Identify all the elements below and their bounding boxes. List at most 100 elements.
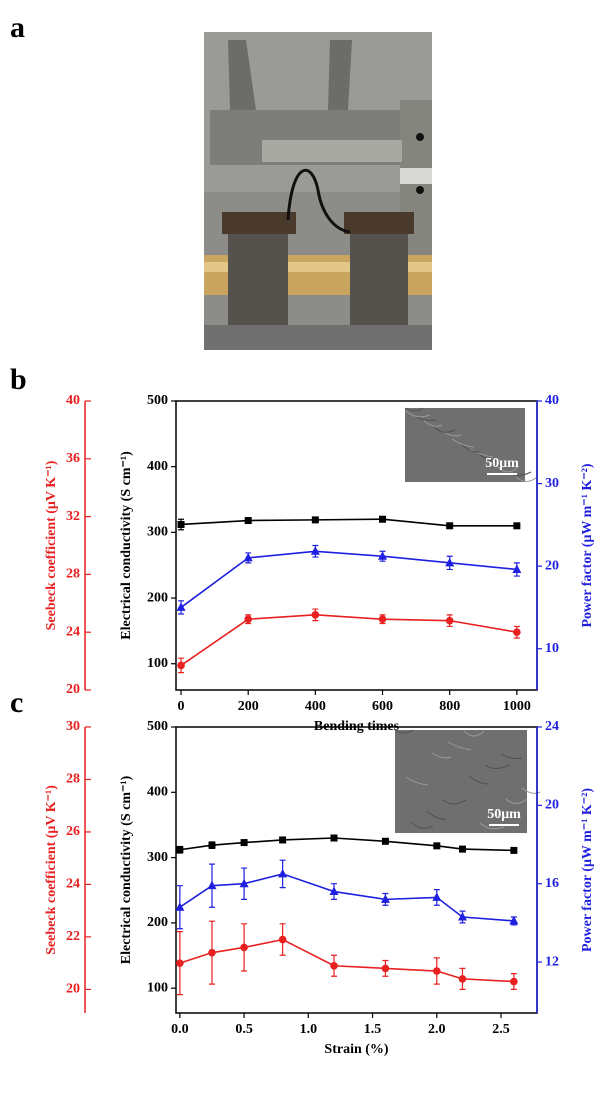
x-tick-label: 800 <box>439 699 460 714</box>
inset-texture <box>394 729 414 734</box>
y2-tick-label: 12 <box>545 954 559 969</box>
y3-tick-label: 24 <box>66 624 80 639</box>
marker <box>381 964 390 973</box>
inset-texture <box>405 776 429 786</box>
x-tick-label: 1.5 <box>364 1022 382 1037</box>
inset-texture <box>469 448 494 458</box>
marker <box>513 522 521 530</box>
marker <box>208 841 216 849</box>
marker <box>243 552 253 562</box>
marker <box>329 886 339 896</box>
photo <box>204 32 432 350</box>
inset-texture <box>432 425 456 433</box>
x-tick-label: 0 <box>178 699 185 714</box>
x-tick-label: 2.0 <box>428 1022 446 1037</box>
inset-texture <box>426 810 447 820</box>
inset-texture <box>404 407 424 412</box>
marker <box>176 602 186 611</box>
y2-tick-label: 10 <box>545 641 559 656</box>
marker <box>176 959 184 967</box>
y-tick-label: 300 <box>147 850 168 865</box>
series-line <box>179 873 514 922</box>
y3-tick-label: 24 <box>66 877 80 892</box>
y3-tick-label: 32 <box>66 509 80 524</box>
y-axis-label: Electrical conductivity (S cm⁻¹) <box>119 775 134 964</box>
marker <box>513 628 521 636</box>
marker <box>177 661 185 670</box>
x-tick-label: 1000 <box>503 699 531 714</box>
y3-tick-label: 40 <box>66 393 80 408</box>
y2-tick-label: 20 <box>545 558 559 573</box>
marker <box>176 846 184 854</box>
y2-tick-label: 20 <box>545 798 559 813</box>
marker <box>510 846 518 854</box>
inset-texture <box>478 453 500 463</box>
marker <box>458 845 466 853</box>
marker <box>240 839 248 847</box>
marker <box>381 837 389 845</box>
inset-texture <box>463 730 485 737</box>
marker <box>432 967 441 975</box>
panel-label: b <box>10 363 27 396</box>
y-tick-label: 100 <box>147 656 168 671</box>
marker <box>278 868 288 878</box>
y3-tick-label: 26 <box>66 824 80 839</box>
marker <box>458 975 467 983</box>
marker <box>311 611 320 619</box>
y-tick-label: 500 <box>147 393 168 408</box>
x-tick-label: 1.0 <box>300 1022 318 1037</box>
scale-label: 50μm <box>487 807 521 822</box>
marker <box>239 878 249 888</box>
inset-texture <box>410 821 434 829</box>
y3-tick-label: 20 <box>66 982 80 997</box>
y3-tick-label: 28 <box>66 567 80 582</box>
inset-texture <box>460 443 481 453</box>
inset-texture <box>497 466 519 473</box>
panel-label: a <box>10 11 25 44</box>
y-tick-label: 400 <box>147 459 168 474</box>
inset-texture <box>505 798 528 804</box>
marker <box>509 915 519 925</box>
y2-tick-label: 40 <box>545 393 559 408</box>
y3-tick-label: 36 <box>66 451 80 466</box>
marker <box>380 894 390 903</box>
y2-tick-label: 24 <box>545 719 559 734</box>
x-tick-label: 400 <box>305 699 326 714</box>
x-tick-label: 600 <box>372 699 393 714</box>
inset-texture <box>431 752 452 759</box>
inset-texture <box>484 764 510 769</box>
y3-tick-label: 20 <box>66 682 80 697</box>
marker <box>244 517 252 525</box>
inset-texture <box>488 461 513 467</box>
y2-tick-label: 16 <box>545 876 559 891</box>
marker <box>445 616 454 625</box>
marker <box>330 834 338 842</box>
y-tick-label: 500 <box>147 719 168 734</box>
marker <box>432 892 442 901</box>
inset-image <box>395 730 527 833</box>
y-tick-label: 100 <box>147 980 168 995</box>
series-line <box>180 614 517 667</box>
y2-tick-label: 30 <box>545 476 559 491</box>
marker <box>177 520 185 528</box>
series-line <box>180 518 517 527</box>
marker <box>457 912 467 921</box>
series-line <box>180 550 517 609</box>
y2-axis-label: Power factor (μW m⁻¹ K⁻²) <box>580 463 595 627</box>
marker <box>207 880 217 890</box>
marker <box>278 935 287 944</box>
y2-axis-label: Power factor (μW m⁻¹ K⁻²) <box>580 788 595 952</box>
y-axis-label: Electrical conductivity (S cm⁻¹) <box>119 451 134 640</box>
y3-tick-label: 30 <box>66 719 80 734</box>
marker <box>244 615 252 623</box>
inset-texture <box>442 799 467 805</box>
inset-texture <box>479 822 505 830</box>
marker <box>330 961 338 970</box>
marker <box>208 948 216 957</box>
marker <box>379 515 387 523</box>
x-tick-label: 200 <box>238 699 259 714</box>
inset-texture <box>468 775 490 785</box>
inset-texture <box>500 753 523 759</box>
marker <box>433 842 441 850</box>
